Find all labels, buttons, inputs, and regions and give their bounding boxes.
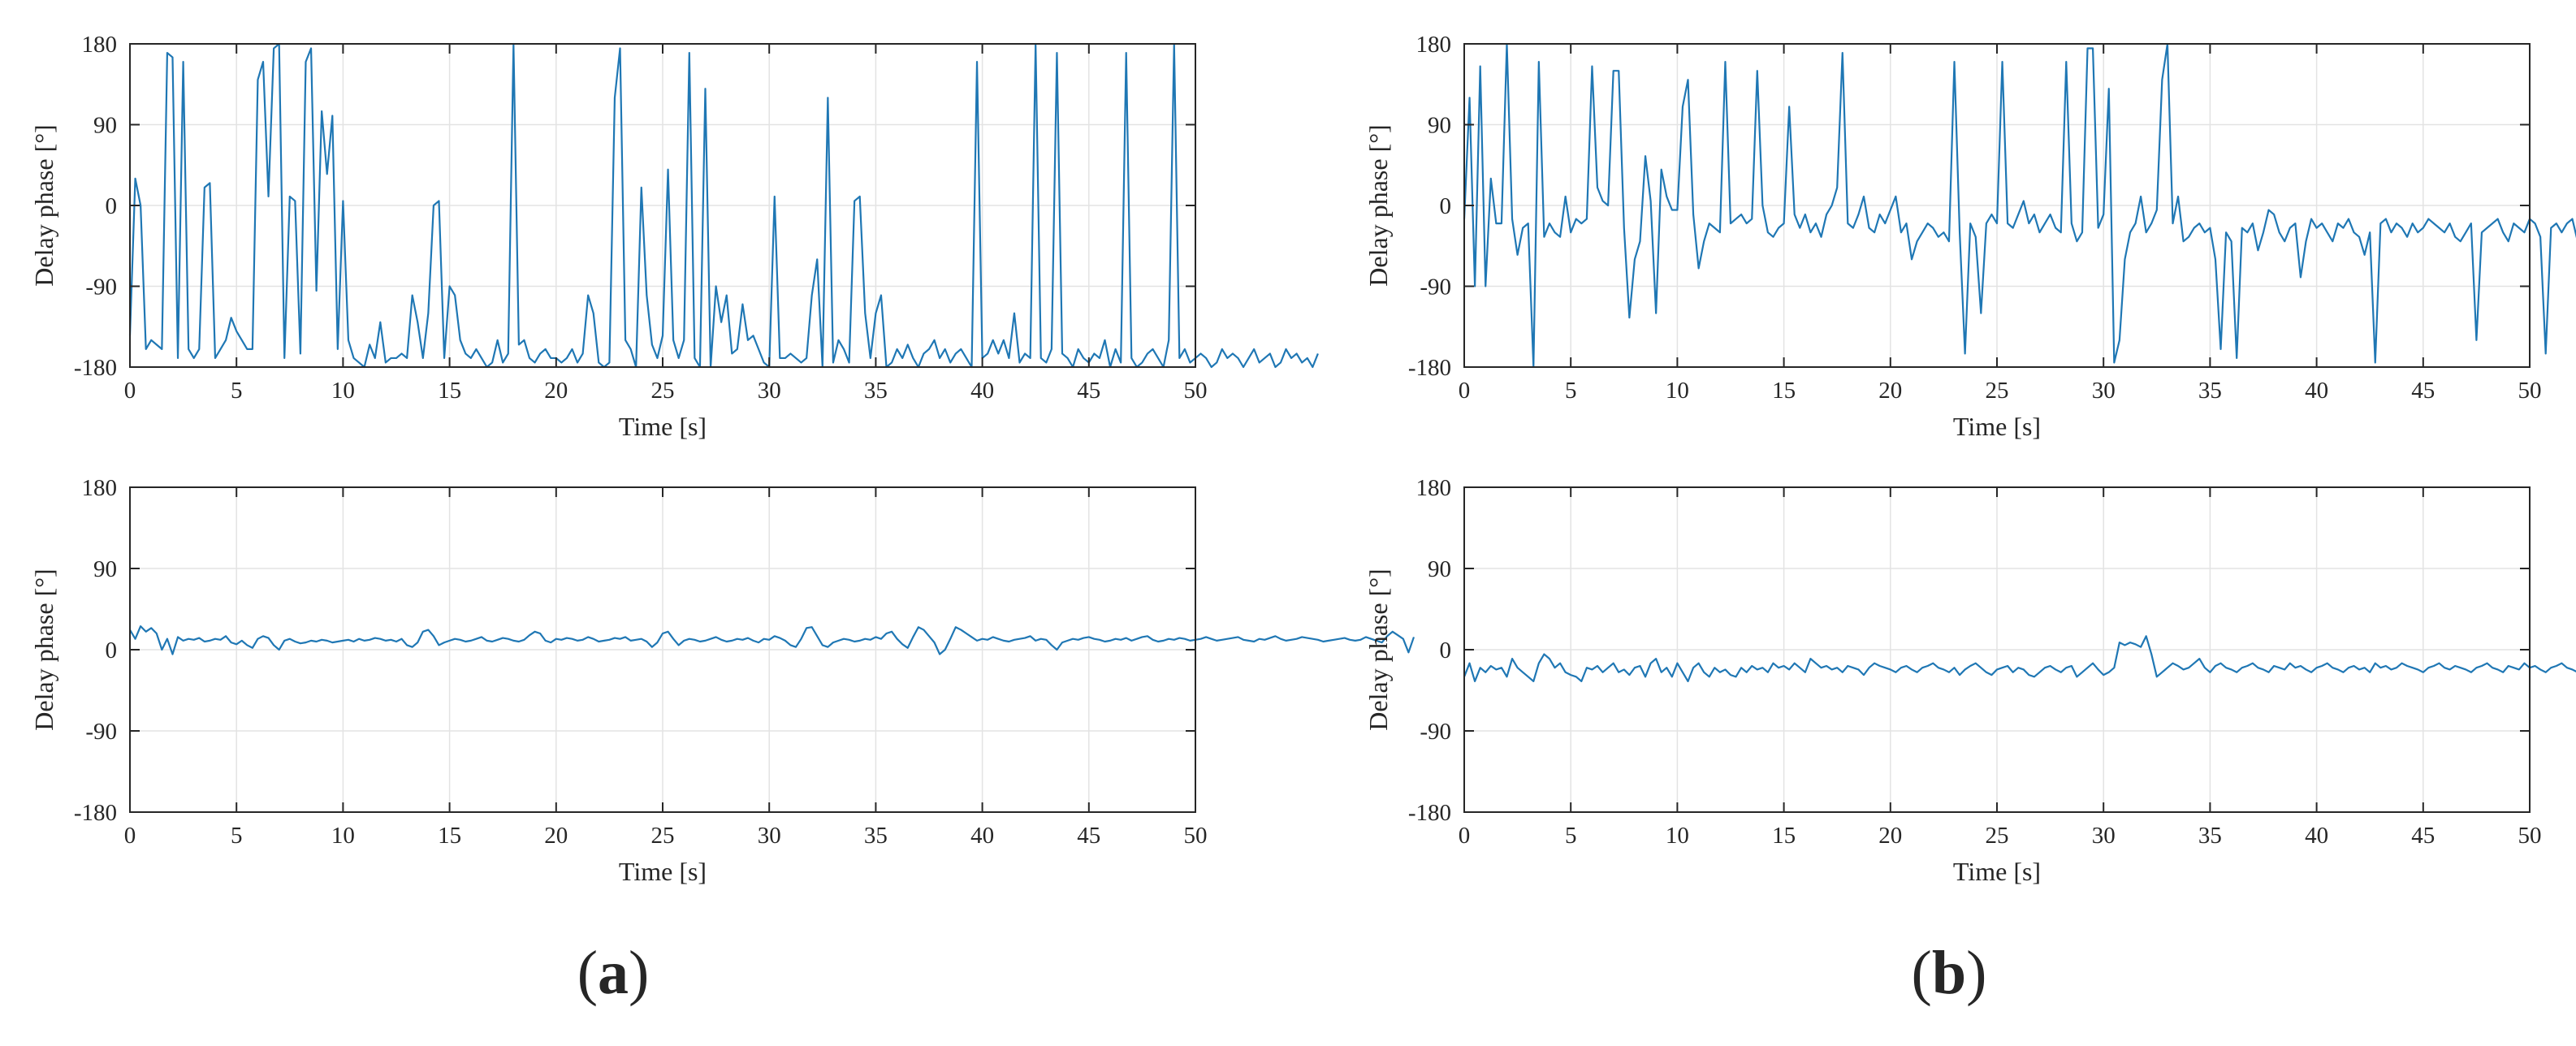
panel-label-a-letter: a <box>598 939 629 1007</box>
chart-b-top-xtick-label: 25 <box>1986 378 2009 404</box>
chart-b-bottom-xtick-label: 35 <box>2198 823 2222 849</box>
chart-a-top-xtick-label: 45 <box>1077 378 1100 404</box>
chart-b-bottom-xtick-label: 5 <box>1565 823 1577 849</box>
chart-b-top-xtick-label: 5 <box>1565 378 1577 404</box>
chart-a-bottom-ytick-label: -180 <box>74 800 117 826</box>
chart-a-top-xtick-label: 15 <box>438 378 461 404</box>
chart-b-top-xtick-label: 10 <box>1666 378 1689 404</box>
chart-b-bottom-xtick-label: 15 <box>1772 823 1796 849</box>
chart-a-bottom-ytick-label: 180 <box>82 475 118 501</box>
chart-a-bottom-xtick-label: 50 <box>1184 823 1208 849</box>
chart-b-top-xtick-label: 30 <box>2092 378 2116 404</box>
chart-a-top-ylabel: Delay phase [°] <box>29 124 58 286</box>
chart-b-bottom-xtick-label: 20 <box>1878 823 1902 849</box>
svg-text:(a): (a) <box>577 939 650 1007</box>
chart-b-top-xtick-label: 20 <box>1878 378 1902 404</box>
chart-b-bottom-xtick-label: 40 <box>2305 823 2328 849</box>
chart-a-bottom-ytick-label: -90 <box>85 719 117 745</box>
chart-b-bottom: 0 5 10 15 20 25 30 35 40 45 50 -180 -90 0 90 180 Time [s… <box>1364 475 2576 886</box>
chart-a-bottom-xtick-label: 40 <box>970 823 994 849</box>
chart-b-top-series-line <box>1463 42 2576 369</box>
chart-b-bottom-xtick-label: 25 <box>1986 823 2009 849</box>
chart-a-top-xtick-label: 40 <box>970 378 994 404</box>
panel-label-b: (b) <box>1912 939 1987 1007</box>
chart-b-bottom-ytick-label: 0 <box>1440 638 1452 663</box>
chart-b-top-xtick-label: 50 <box>2518 378 2542 404</box>
chart-a-bottom-xtick-label: 45 <box>1077 823 1100 849</box>
panel-label-a-close: ) <box>629 939 649 1007</box>
chart-b-bottom-xtick-label: 10 <box>1666 823 1689 849</box>
chart-a-top-ytick-label: 0 <box>106 193 118 219</box>
chart-b-bottom-ylabel: Delay phase [°] <box>1364 568 1393 730</box>
chart-b-top-xtick-label: 0 <box>1459 378 1471 404</box>
panel-label-b-close: ) <box>1966 939 1986 1007</box>
chart-b-bottom-xtick-label: 45 <box>2411 823 2435 849</box>
chart-a-bottom-ytick-label: 0 <box>106 638 118 663</box>
chart-a-top-xtick-label: 35 <box>864 378 888 404</box>
chart-a-top-series-line <box>128 42 1319 369</box>
chart-a-bottom-xlabel: Time [s] <box>619 857 707 886</box>
chart-b-top-ylabel: Delay phase [°] <box>1364 124 1393 286</box>
chart-b-bottom-ytick-label: 90 <box>1428 556 1451 582</box>
chart-a-top-xtick-label: 5 <box>231 378 243 404</box>
chart-b-top-ytick-label: 90 <box>1428 113 1451 139</box>
chart-b-top-xlabel: Time [s] <box>1953 412 2041 441</box>
chart-b-bottom-ytick-label: -180 <box>1408 800 1451 826</box>
chart-a-top-xtick-label: 20 <box>544 378 568 404</box>
chart-a-top-xtick-label: 50 <box>1184 378 1208 404</box>
chart-a-top-xtick-label: 10 <box>331 378 355 404</box>
chart-b-top: 0 5 10 15 20 25 30 35 40 45 50 -180 -90 0 90 180 Time [s… <box>1364 32 2576 441</box>
panel-label-b-letter: b <box>1932 939 1966 1007</box>
chart-a-bottom-xtick-label: 35 <box>864 823 888 849</box>
chart-b-bottom-xtick-label: 50 <box>2518 823 2542 849</box>
chart-a-top-ytick-label: 90 <box>93 113 117 139</box>
chart-a-bottom-xtick-label: 30 <box>758 823 781 849</box>
chart-a-bottom-xtick-label: 25 <box>651 823 675 849</box>
chart-a-bottom: 0 5 10 15 20 25 30 35 40 45 50 -180 -90 0 90 180 Time [s… <box>29 475 1415 886</box>
chart-a-bottom-ytick-label: 90 <box>93 556 117 582</box>
chart-b-top-ytick-label: 180 <box>1416 32 1452 58</box>
chart-b-bottom-ytick-label: -90 <box>1420 719 1451 745</box>
chart-a-bottom-xtick-label: 0 <box>124 823 136 849</box>
chart-b-bottom-xtick-label: 0 <box>1459 823 1471 849</box>
chart-a-bottom-series-line <box>129 625 1415 655</box>
chart-a-bottom-xtick-label: 20 <box>544 823 568 849</box>
chart-a-bottom-xtick-label: 5 <box>231 823 243 849</box>
chart-b-bottom-xlabel: Time [s] <box>1953 857 2041 886</box>
chart-b-top-xtick-label: 15 <box>1772 378 1796 404</box>
chart-b-top-ytick-label: -90 <box>1420 274 1451 300</box>
svg-text:(b): (b) <box>1912 939 1987 1007</box>
panel-label-a-open: ( <box>577 939 598 1007</box>
chart-a-top-xlabel: Time [s] <box>619 412 707 441</box>
chart-a-top-ytick-label: -90 <box>85 274 117 300</box>
panel-label-a: (a) <box>577 939 650 1007</box>
chart-a-bottom-xtick-label: 15 <box>438 823 461 849</box>
chart-a-top-xtick-label: 0 <box>124 378 136 404</box>
chart-b-top-xtick-label: 45 <box>2411 378 2435 404</box>
chart-b-top-ytick-label: 0 <box>1440 193 1452 219</box>
panel-label-b-open: ( <box>1912 939 1932 1007</box>
chart-a-bottom-ylabel: Delay phase [°] <box>29 568 58 730</box>
chart-b-bottom-ytick-label: 180 <box>1416 475 1452 501</box>
chart-a-top-xtick-label: 30 <box>758 378 781 404</box>
chart-a-top: 0 5 10 15 20 25 30 35 40 45 50 -180 -90 0 90 180 Time [s… <box>29 32 1319 441</box>
chart-a-top-xtick-label: 25 <box>651 378 675 404</box>
chart-b-top-ytick-label: -180 <box>1408 355 1451 381</box>
chart-b-bottom-xtick-label: 30 <box>2092 823 2116 849</box>
chart-a-top-ytick-label: 180 <box>82 32 118 58</box>
chart-b-top-xtick-label: 35 <box>2198 378 2222 404</box>
chart-a-top-ytick-label: -180 <box>74 355 117 381</box>
chart-b-top-xtick-label: 40 <box>2305 378 2328 404</box>
chart-b-bottom-series-line <box>1463 635 2576 682</box>
chart-a-bottom-xtick-label: 10 <box>331 823 355 849</box>
